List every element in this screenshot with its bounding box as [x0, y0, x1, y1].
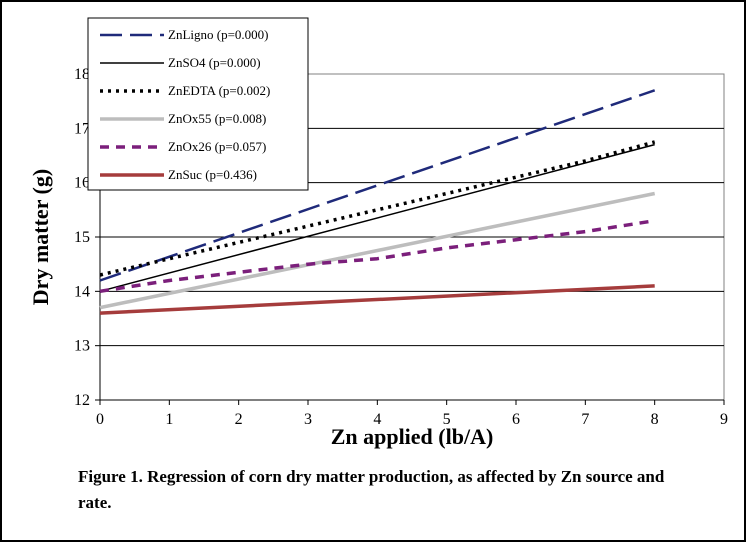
series-lines [99, 89, 656, 315]
x-tick-label-0: 0 [96, 411, 104, 428]
y-tick-label-18: 18 [74, 66, 90, 83]
x-tick-labels: 0 1 2 3 4 5 6 7 8 9 [96, 411, 728, 428]
legend-label-2: ZnSO4 (p=0.000) [168, 55, 261, 70]
legend: ZnLigno (p=0.000) ZnSO4 (p=0.000) ZnEDTA (… [87, 17, 309, 191]
x-tick-label-6: 6 [512, 411, 520, 428]
figure-caption: Figure 1. Regression of corn dry matter … [78, 467, 665, 512]
y-tick-label-16: 16 [74, 175, 90, 192]
y-tick-label-14: 14 [74, 283, 90, 300]
y-tick-label-15: 15 [74, 229, 90, 246]
legend-label-5: ZnOx26 (p=0.057) [168, 139, 266, 154]
series-line-3 [99, 140, 656, 277]
y-tick-label-12: 12 [74, 392, 90, 409]
legend-box [87, 17, 309, 191]
x-axis-title: Zn applied (lb/A) [331, 424, 494, 449]
x-tick-label-8: 8 [651, 411, 659, 428]
legend-label-1: ZnLigno (p=0.000) [168, 27, 268, 42]
x-tick-label-3: 3 [304, 411, 312, 428]
y-tick-label-17: 17 [74, 120, 90, 137]
x-tick-label-2: 2 [235, 411, 243, 428]
series-line-2 [99, 143, 655, 293]
x-tick-label-7: 7 [581, 411, 589, 428]
x-tick-label-4: 4 [373, 411, 381, 428]
x-tick-label-9: 9 [720, 411, 728, 428]
x-tick-label-5: 5 [443, 411, 451, 428]
y-tick-labels: 12 13 14 15 16 17 18 [74, 66, 90, 409]
legend-label-6: ZnSuc (p=0.436) [168, 167, 257, 182]
legend-label-4: ZnOx55 (p=0.008) [168, 111, 266, 126]
legend-label-3: ZnEDTA (p=0.002) [168, 83, 270, 98]
y-tick-label-13: 13 [74, 338, 90, 355]
series-line-1 [99, 89, 656, 282]
series-line-4 [99, 191, 656, 310]
series-line-5 [99, 218, 655, 294]
x-tick-label-1: 1 [165, 411, 173, 428]
series-line-6 [99, 284, 655, 315]
y-axis-title: Dry matter (g) [28, 169, 53, 305]
